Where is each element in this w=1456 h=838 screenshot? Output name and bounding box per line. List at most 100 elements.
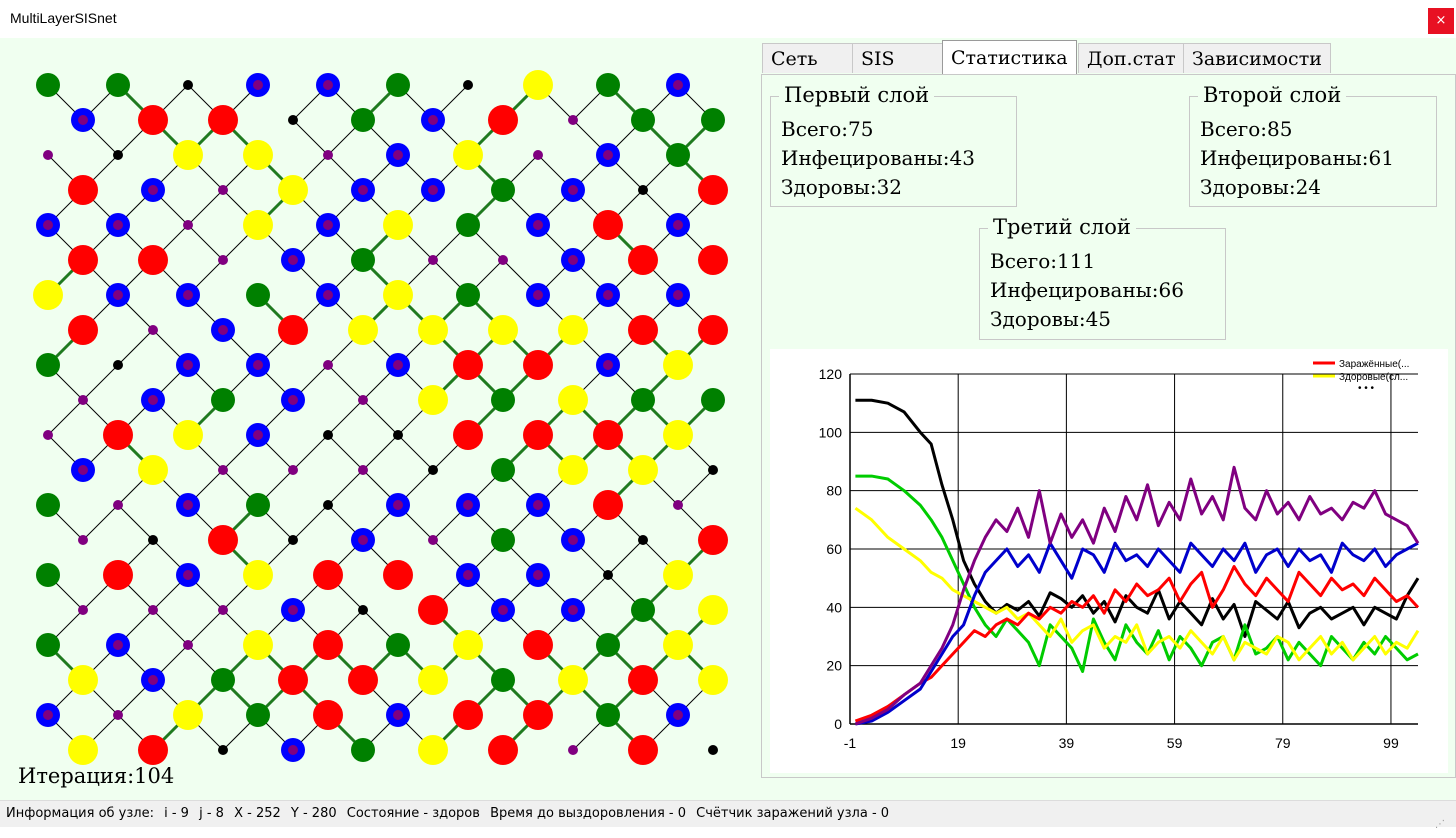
network-node (323, 150, 333, 160)
network-node (456, 283, 480, 307)
network-node (663, 350, 693, 380)
tab-extra-stats[interactable]: Доп.стат (1078, 43, 1184, 73)
network-node (218, 185, 228, 195)
network-node (113, 500, 123, 510)
network-node (428, 465, 438, 475)
network-node (701, 108, 725, 132)
network-node-core (673, 220, 683, 230)
network-node (596, 703, 620, 727)
group-layer-3: Третий слой Всего:111 Инфецированы:66 Зд… (979, 215, 1226, 340)
network-node (138, 105, 168, 135)
status-recovery: Время до выздоровления - 0 (490, 806, 687, 821)
network-node (278, 315, 308, 345)
infected-value: Инфецированы:43 (781, 146, 975, 170)
network-node-core (323, 80, 333, 90)
y-tick-label: 80 (826, 483, 842, 499)
status-prefix: Информация об узле: (6, 806, 154, 821)
network-node (491, 178, 515, 202)
network-node (491, 458, 515, 482)
tab-statistics[interactable]: Статистика (942, 40, 1077, 74)
network-node (148, 605, 158, 615)
x-tick-label: 19 (950, 735, 966, 751)
network-node (246, 493, 270, 517)
network-node (488, 315, 518, 345)
network-node (78, 605, 88, 615)
network-edge (117, 329, 154, 366)
infected-value: Инфецированы:61 (1200, 146, 1394, 170)
network-node (323, 430, 333, 440)
client-area: Итерация:104 Сеть SIS Статистика Доп.ста… (0, 38, 1456, 800)
network-node (558, 385, 588, 415)
group-layer-2: Второй слой Всего:85 Инфецированы:61 Здо… (1189, 83, 1437, 207)
network-node-core (43, 220, 53, 230)
network-node (523, 700, 553, 730)
network-edge (82, 364, 119, 401)
network-node (631, 108, 655, 132)
network-node (628, 315, 658, 345)
network-node (453, 140, 483, 170)
close-button[interactable]: × (1428, 8, 1454, 34)
network-node (113, 710, 123, 720)
network-node (43, 150, 53, 160)
network-node (383, 210, 413, 240)
network-node-core (113, 640, 123, 650)
tab-sis[interactable]: SIS (852, 43, 943, 73)
network-node (593, 210, 623, 240)
network-node (523, 350, 553, 380)
network-node (701, 388, 725, 412)
network-node (36, 353, 60, 377)
network-node (243, 210, 273, 240)
network-node (351, 738, 375, 762)
x-tick-label: 99 (1383, 735, 1399, 751)
network-node (218, 745, 228, 755)
network-node (663, 630, 693, 660)
network-node (568, 115, 578, 125)
tab-dependencies[interactable]: Зависимости (1183, 43, 1331, 73)
network-node (673, 500, 683, 510)
network-node-core (113, 220, 123, 230)
network-node (698, 245, 728, 275)
network-node (523, 420, 553, 450)
network-node (208, 525, 238, 555)
network-node (68, 245, 98, 275)
network-node (68, 665, 98, 695)
group-layer-1: Первый слой Всего:75 Инфецированы:43 Здо… (770, 83, 1017, 207)
total-value: Всего:85 (1200, 117, 1293, 141)
network-node (491, 388, 515, 412)
network-edge (292, 504, 329, 541)
network-node-core (183, 360, 193, 370)
network-node-core (533, 220, 543, 230)
network-node (351, 248, 375, 272)
network-edge (397, 434, 434, 471)
network-node (638, 185, 648, 195)
network-edge (117, 504, 154, 541)
series-line-3 (854, 565, 1420, 723)
network-node (593, 490, 623, 520)
network-node (246, 703, 270, 727)
network-node-core (393, 150, 403, 160)
network-node (211, 668, 235, 692)
network-node-core (323, 290, 333, 300)
statistics-panel: Первый слой Всего:75 Инфецированы:43 Здо… (761, 74, 1456, 778)
x-tick-label: 59 (1167, 735, 1183, 751)
tab-network[interactable]: Сеть (762, 43, 853, 73)
network-node (148, 535, 158, 545)
network-node (498, 255, 508, 265)
network-node (218, 465, 228, 475)
network-node (603, 570, 613, 580)
x-tick-label: 39 (1059, 735, 1075, 751)
resize-grip-icon[interactable]: ⋰ (1435, 819, 1445, 830)
network-node (68, 735, 98, 765)
network-node-core (568, 255, 578, 265)
network-node (628, 735, 658, 765)
network-node-core (148, 185, 158, 195)
network-node (596, 633, 620, 657)
network-node (33, 280, 63, 310)
network-node (708, 745, 718, 755)
network-edge (327, 399, 364, 436)
x-tick-label: 79 (1275, 735, 1291, 751)
network-edge (82, 504, 119, 541)
network-node-core (148, 395, 158, 405)
network-node (666, 143, 690, 167)
network-canvas[interactable] (0, 38, 760, 800)
